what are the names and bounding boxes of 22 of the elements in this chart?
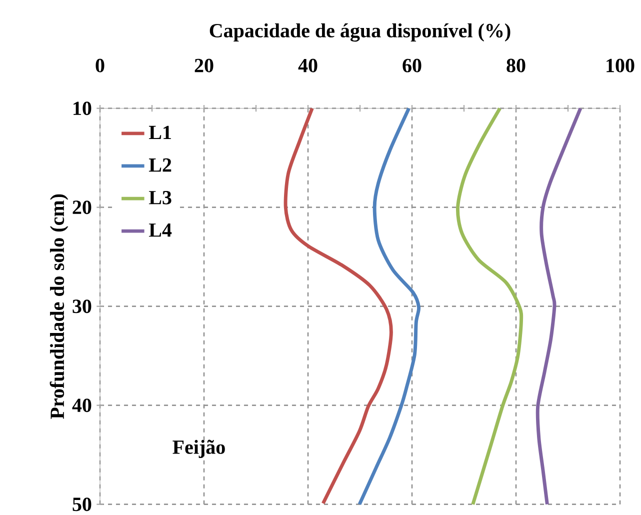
legend-label: L1 [148,126,171,140]
x-tick-label: 0 [96,58,104,72]
y-tick-label: 30 [72,300,92,314]
x-tick-label: 60 [402,58,422,72]
line-series [358,106,421,506]
line-series [536,106,582,506]
x-axis-title: Capacidade de água disponível (%) [210,23,510,42]
annotation: Feijão [172,440,225,458]
y-tick-label: 20 [72,200,92,214]
x-tick-label: 100 [606,58,634,72]
y-tick-label: 40 [72,398,92,412]
x-tick-label: 80 [506,58,526,72]
y-tick-label: 50 [72,498,92,512]
x-tick-label: 20 [194,58,214,72]
x-tick-label: 40 [298,58,318,72]
legend-label: L4 [148,224,172,237]
y-tick-label: 10 [74,102,92,116]
line-series [456,106,524,506]
line-series [284,106,393,506]
legend-label: L2 [148,158,172,172]
legend-label: L3 [148,190,172,204]
y-axis-title: Profundidade do solo (cm) [50,194,68,419]
